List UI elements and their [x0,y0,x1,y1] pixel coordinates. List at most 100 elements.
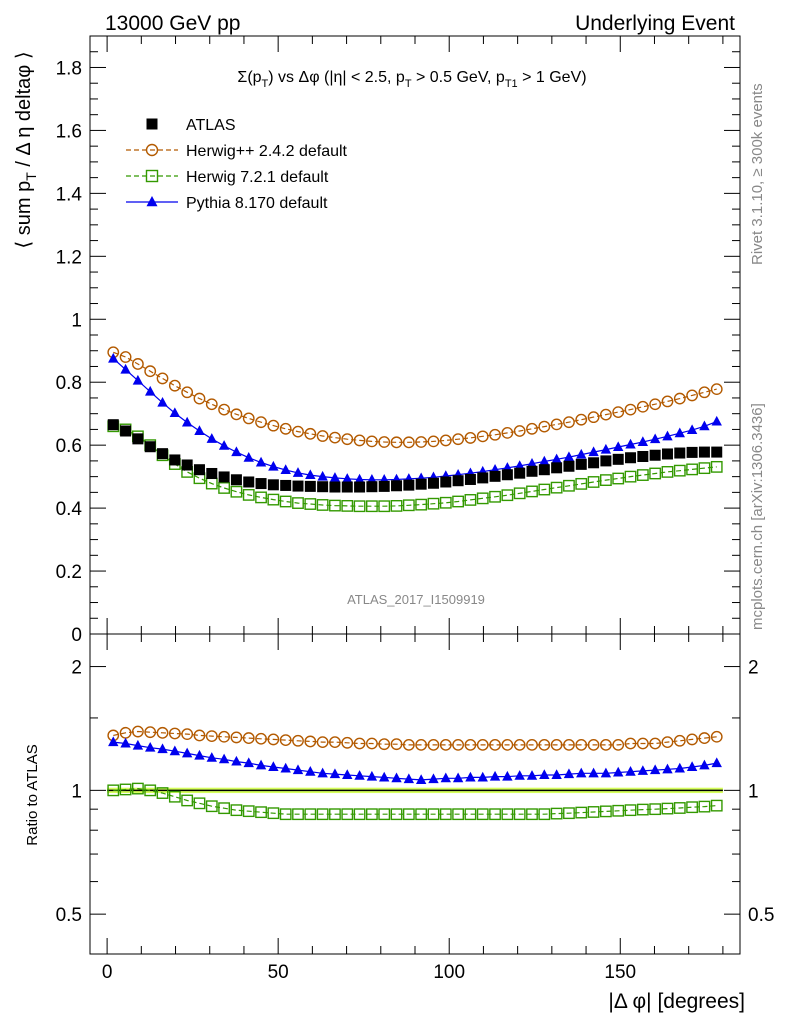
main-point [292,467,304,477]
ratio-point [501,808,514,821]
ratio-point [674,762,685,773]
main-point [575,413,588,426]
ratio-point [243,757,254,768]
ratio-point [575,738,588,751]
ratio-point [218,753,230,764]
ratio-point [686,801,699,814]
legend-label: ATLAS [186,117,236,134]
main-point [230,485,243,498]
legend-item: Herwig++ 2.4.2 default [126,143,348,160]
main-point [181,386,194,399]
main-point [649,449,661,461]
ratio-point [329,736,341,749]
ratio-series [107,725,723,821]
main-point [563,460,575,472]
main-point [464,473,476,485]
main-point [613,441,624,452]
main-ytick-label: 1.6 [56,121,82,142]
main-point [255,491,267,504]
analysis-id: ATLAS_2017_I1509919 [347,592,485,607]
ratio-point [613,766,624,777]
ratio-point [661,802,674,815]
header-right: Underlying Event [575,12,735,35]
ratio-ytick-label-right: 0.5 [748,905,774,926]
main-point [280,464,291,475]
ratio-point [452,738,465,751]
ratio-point [465,771,476,782]
main-point [144,365,157,378]
main-point [402,499,415,512]
ratio-point [181,728,194,741]
legend-marker [146,195,158,207]
main-point [649,398,662,411]
ratio-point [353,737,366,750]
legend-marker [145,169,159,183]
ratio-point [526,808,538,821]
ratio-point [280,762,291,773]
ratio-point [711,757,722,768]
ratio-point [489,808,501,821]
ratio-series-line-1 [113,787,717,815]
main-ytick-label: 0.4 [56,499,83,520]
main-point [231,446,242,457]
ratio-point [366,770,378,781]
ratio-series-2 [108,736,722,784]
ratio-point [710,730,723,743]
main-point [181,416,193,427]
main-point [391,480,403,492]
main-point [636,400,649,413]
ratio-point [145,741,156,752]
ratio-point [181,794,194,807]
main-point [649,467,662,480]
ratio-point [439,738,452,751]
ratio-point [255,806,267,819]
ratio-ytick-label: 0.5 [56,905,82,926]
legend-item: Herwig 7.2.1 default [126,169,329,186]
ratio-point [231,755,242,766]
ratio-point [193,729,206,742]
ratio-point [292,764,304,775]
ratio-point [551,769,562,779]
ratio-point [329,808,341,821]
main-point [440,476,452,488]
xtick-label: 100 [433,962,465,983]
ratio-point [205,800,218,813]
ratio-point [415,808,428,821]
ratio-point [698,732,711,744]
main-point [108,352,119,363]
main-point [711,446,723,458]
main-series-3 [107,419,723,493]
main-point [316,430,329,442]
main-point [156,372,169,385]
main-point [390,436,403,449]
main-point [317,481,329,493]
ratio-point [267,807,280,820]
main-point [673,464,686,477]
main-point [354,481,366,493]
main-point [329,481,341,493]
main-point [353,434,366,447]
main-point [476,492,489,505]
main-point [539,455,550,466]
main-point [145,385,156,396]
main-point [699,420,710,431]
ratio-point [563,738,575,751]
ratio-ticks: 0.5 0.5 1 1 2 2 0 50 100 150 [56,634,774,983]
ratio-point [279,808,292,821]
main-point [242,412,255,425]
ratio-point [587,806,600,818]
ratio-point [662,763,673,774]
ratio-point [428,773,439,784]
main-point [538,483,551,496]
main-point [686,463,699,476]
ratio-band [107,787,723,794]
main-point [698,462,711,475]
main-point [427,497,440,510]
ratio-series-0 [107,725,723,751]
main-point [563,451,575,462]
ratio-point [205,730,218,742]
ratio-point [698,800,711,813]
main-point [132,374,144,385]
legend: ATLAS Herwig++ 2.4.2 default Herwig 7.2.1 … [126,117,348,212]
main-point [625,438,636,449]
